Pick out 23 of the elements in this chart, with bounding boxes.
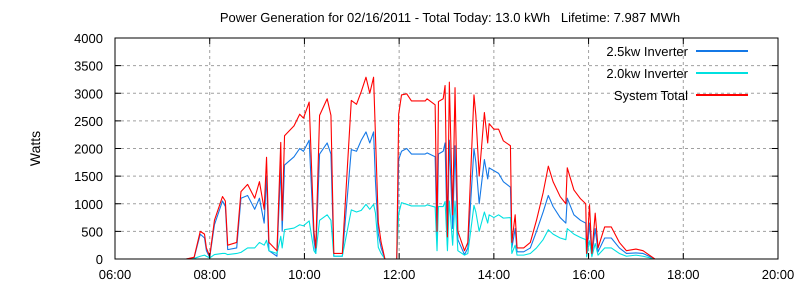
line-series	[185, 76, 656, 260]
y-tick-label: 2500	[74, 114, 103, 129]
x-tick-label: 16:00	[572, 267, 605, 282]
y-tick-label: 4000	[74, 31, 103, 46]
legend-label: System Total	[614, 88, 688, 103]
y-tick-label: 3500	[74, 58, 103, 74]
x-tick-label: 20:00	[762, 267, 794, 282]
x-tick-label: 14:00	[478, 267, 510, 282]
y-tick-label: 1500	[74, 169, 103, 184]
x-tick-label: 08:00	[193, 267, 226, 282]
chart-title: Power Generation for 02/16/2011 - Total Today: 13.0 kWh Lifetime: 7.987 MWh	[220, 10, 680, 25]
x-tick-label: 18:00	[667, 267, 700, 282]
x-tick-label: 12:00	[382, 267, 416, 282]
x-tick-label: 06:00	[98, 267, 132, 282]
y-tick-label: 2000	[74, 142, 103, 156]
legend-label: 2.0kw Inverter	[606, 66, 689, 81]
x-tick-label: 10:00	[288, 267, 321, 282]
y-tick-label: 500	[81, 224, 103, 240]
y-axis-title: Watts	[27, 130, 43, 166]
y-tick-label: 0	[96, 252, 103, 267]
y-tick-label: 3000	[74, 86, 103, 102]
legend-label: 2.5kw Inverter	[606, 44, 689, 59]
y-tick-label: 1000	[74, 196, 103, 212]
